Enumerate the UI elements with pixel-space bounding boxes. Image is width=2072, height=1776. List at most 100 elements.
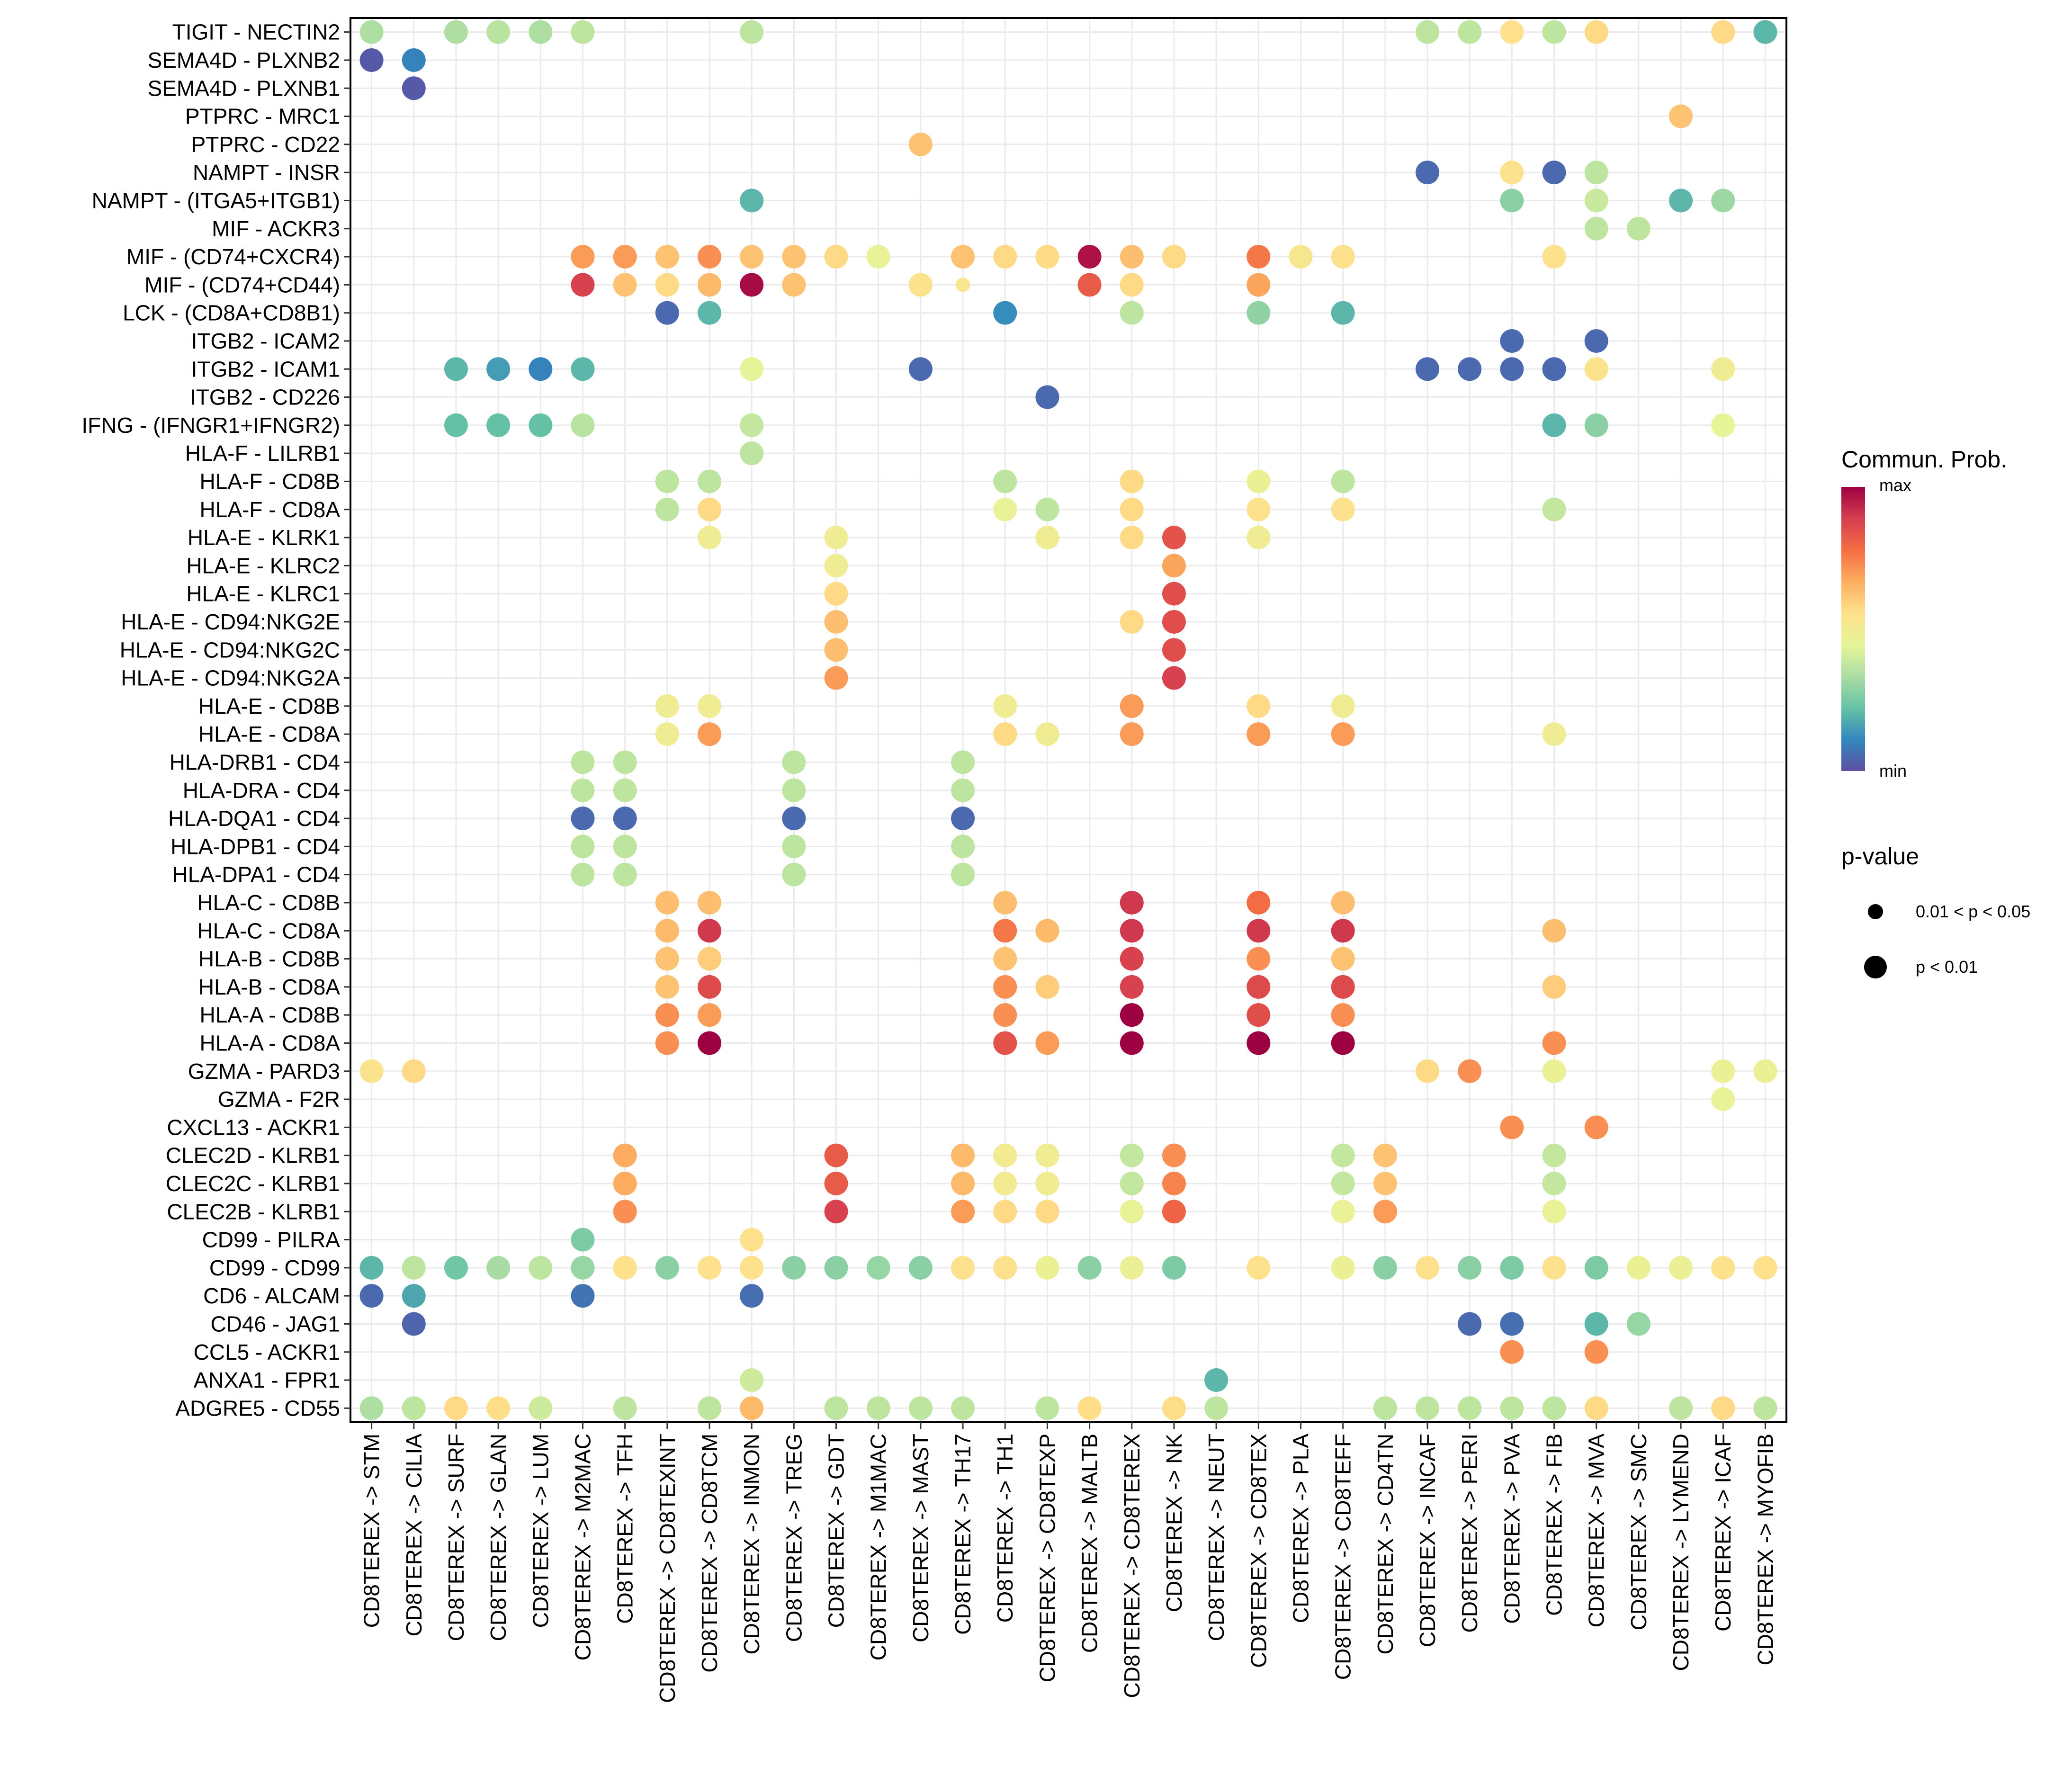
x-tick-label: CD8TEREX -> M1MAC — [866, 1434, 891, 1660]
data-point — [782, 862, 806, 887]
data-point — [993, 947, 1017, 971]
y-tick-label: HLA-F - LILRB1 — [185, 441, 340, 466]
data-point — [1035, 526, 1059, 550]
x-tick-label: CD8TEREX -> CD8TEXINT — [655, 1434, 680, 1703]
x-tick-label: CD8TEREX -> CD8TEFF — [1331, 1434, 1355, 1680]
y-tick-label: HLA-B - CD8A — [198, 975, 340, 999]
data-point — [444, 1396, 468, 1420]
data-point — [571, 273, 595, 297]
data-point — [1120, 245, 1144, 269]
data-point — [1035, 1256, 1059, 1280]
y-tick-label: HLA-E - CD94:NKG2E — [121, 610, 340, 634]
data-point — [1077, 1396, 1102, 1420]
x-tick-label: CD8TEREX -> GLAN — [486, 1434, 511, 1641]
x-tick-label: CD8TEREX -> INMON — [739, 1434, 764, 1654]
y-tick-label: CD99 - CD99 — [209, 1256, 340, 1280]
data-point — [402, 76, 426, 100]
data-point — [951, 778, 975, 802]
x-tick-label: CD8TEREX -> GDT — [824, 1434, 849, 1628]
data-point — [1500, 329, 1524, 353]
data-point — [1247, 497, 1271, 521]
y-tick-label: HLA-F - CD8B — [200, 469, 340, 493]
data-point — [824, 1396, 848, 1420]
y-tick-label: HLA-C - CD8A — [197, 918, 340, 943]
data-point — [613, 1396, 637, 1420]
y-tick-label: GZMA - F2R — [218, 1087, 340, 1112]
data-point — [782, 1256, 806, 1280]
pvalue-legend-small-label: 0.01 < p < 0.05 — [1916, 902, 2030, 921]
color-legend-max-label: max — [1879, 475, 1911, 495]
data-point — [1120, 469, 1144, 493]
data-point — [1669, 188, 1693, 213]
data-point — [698, 497, 721, 521]
data-point — [1416, 1256, 1439, 1280]
data-point — [1247, 975, 1271, 999]
data-point — [1416, 357, 1439, 381]
data-point — [1500, 1312, 1524, 1336]
data-point — [1711, 357, 1735, 381]
data-point — [655, 919, 679, 943]
data-point — [740, 273, 764, 297]
data-point — [655, 1256, 679, 1280]
data-point — [1416, 20, 1439, 44]
y-tick-label: CLEC2C - KLRB1 — [166, 1171, 340, 1196]
y-tick-label: HLA-A - CD8A — [199, 1031, 340, 1055]
data-point — [655, 469, 679, 493]
data-point — [1669, 1396, 1693, 1420]
data-point — [1331, 890, 1355, 915]
data-point — [1584, 329, 1608, 353]
data-point — [1162, 1200, 1186, 1224]
data-point — [824, 582, 848, 606]
x-tick-label: CD8TEREX -> NK — [1162, 1434, 1186, 1612]
data-point — [951, 1143, 975, 1167]
data-point — [866, 245, 890, 269]
data-point — [1711, 1059, 1735, 1083]
data-point — [1626, 1312, 1650, 1336]
data-point — [1120, 1256, 1144, 1280]
data-point — [613, 778, 637, 802]
data-point — [698, 1003, 721, 1027]
data-point — [1162, 245, 1186, 269]
data-point — [359, 1396, 384, 1420]
data-point — [1162, 554, 1186, 578]
x-tick-label: CD8TEREX -> ICAF — [1711, 1434, 1735, 1632]
color-bar — [1841, 487, 1865, 771]
data-point — [1247, 301, 1271, 325]
y-tick-label: CLEC2B - KLRB1 — [167, 1199, 340, 1224]
data-point — [1500, 188, 1524, 213]
pvalue-legend: p-value 0.01 < p < 0.05 p < 0.01 — [1841, 843, 2030, 978]
data-point — [1500, 357, 1524, 381]
data-point — [740, 1256, 764, 1280]
data-point — [1711, 20, 1735, 44]
data-point — [1204, 1396, 1229, 1420]
data-point — [444, 357, 468, 381]
data-point — [1542, 1143, 1566, 1167]
data-point — [956, 278, 970, 292]
data-point — [402, 48, 426, 72]
data-point — [993, 1200, 1017, 1224]
data-point — [908, 273, 933, 297]
data-point — [1542, 1256, 1566, 1280]
x-tick-label: CD8TEREX -> SMC — [1626, 1434, 1651, 1630]
data-point — [951, 1396, 975, 1420]
plot-panel-border — [350, 17, 1787, 1423]
data-point — [1120, 273, 1144, 297]
data-point — [951, 862, 975, 887]
data-point — [444, 20, 468, 44]
data-point — [1711, 1396, 1735, 1420]
data-point — [1669, 1256, 1693, 1280]
data-point — [1373, 1200, 1397, 1224]
y-tick-label: CD99 - PILRA — [202, 1228, 341, 1252]
data-point — [1626, 216, 1650, 241]
x-tick-label: CD8TEREX -> LUM — [528, 1434, 553, 1628]
data-point — [740, 1396, 764, 1420]
data-point — [698, 975, 721, 999]
data-point — [866, 1396, 890, 1420]
data-point — [740, 441, 764, 466]
data-point — [782, 834, 806, 859]
data-point — [655, 1003, 679, 1027]
y-tick-label: NAMPT - (ITGA5+ITGB1) — [92, 188, 340, 213]
data-point — [740, 413, 764, 437]
y-tick-label: ITGB2 - ICAM2 — [191, 329, 340, 353]
data-point — [655, 301, 679, 325]
